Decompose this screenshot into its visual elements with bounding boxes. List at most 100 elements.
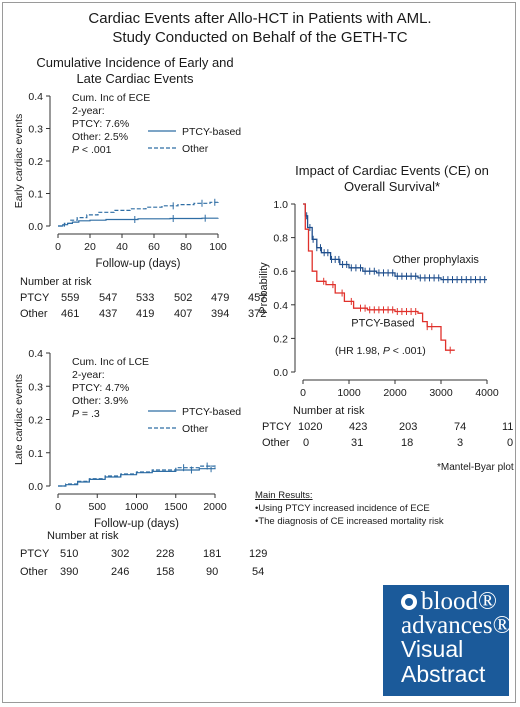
survival-risk-value: 203 — [399, 421, 418, 433]
early-annotation-line: Other: 2.5% — [72, 131, 128, 143]
survival-risk-value: 3 — [457, 437, 464, 449]
survival-series-line — [303, 203, 487, 281]
late-risk-row-ptcy: PTCY 510 302 228 181 129 — [20, 548, 270, 562]
survival-risk-value: 0 — [507, 437, 514, 449]
late-annotation-line: Other: 3.9% — [72, 395, 128, 407]
early-y-axis-label: Early cardiac events — [13, 114, 25, 209]
late-y-axis-label: Late cardiac events — [13, 374, 25, 465]
early-annotation-line: Cum. Inc of ECE — [72, 92, 150, 104]
early-risk-row-ptcy: PTCY 559 547 533 502 479 457 — [20, 292, 270, 306]
early-legend-label: Other — [182, 143, 209, 155]
right-section-title-line2: Overall Survival* — [343, 179, 441, 194]
early-risk-value: 419 — [136, 308, 155, 320]
late-risk-value: 54 — [252, 566, 265, 578]
late-series-line — [58, 465, 216, 487]
late-y-tick-label: 0.1 — [28, 448, 43, 460]
late-risk-header: Number at risk — [47, 530, 119, 542]
survival-x-tick-label: 0 — [300, 387, 306, 399]
early-risk-value: 407 — [174, 308, 193, 320]
late-risk-value: 246 — [111, 566, 130, 578]
survival-series-label: Other prophylaxis — [393, 254, 480, 266]
survival-y-tick-label: 0.0 — [273, 367, 288, 379]
survival-risk-header: Number at risk — [293, 405, 365, 417]
early-risk-value: 533 — [136, 292, 155, 304]
early-annotation-line: PTCY: 7.6% — [72, 118, 129, 130]
late-risk-row-other: Other 390 246 158 90 54 — [20, 566, 270, 580]
late-risk-value: 510 — [60, 548, 79, 560]
early-legend-label: PTCY-based — [182, 126, 241, 138]
logo-line1-text: blood® — [421, 588, 497, 615]
late-y-tick-label: 0.2 — [28, 415, 43, 427]
late-legend-label: Other — [182, 423, 209, 435]
late-risk-value: 90 — [206, 566, 219, 578]
early-x-axis-label: Follow-up (days) — [96, 258, 181, 270]
early-series-line — [58, 201, 219, 227]
logo-line2: advances® — [401, 612, 512, 639]
survival-risk-value: 0 — [303, 437, 310, 449]
early-risk-row-label: Other — [20, 308, 48, 320]
early-risk-value: 437 — [99, 308, 118, 320]
late-y-tick-label: 0.4 — [28, 348, 43, 360]
late-x-tick-label: 2000 — [203, 501, 227, 513]
survival-series-label: PTCY-Based — [351, 318, 414, 330]
early-x-tick-label: 60 — [148, 241, 160, 253]
late-annotation-line: 2-year: — [72, 369, 105, 381]
late-annotation-line: P = .3 — [72, 408, 100, 420]
survival-y-axis-label: Probability — [258, 262, 270, 314]
late-risk-value: 390 — [60, 566, 79, 578]
early-x-tick-label: 40 — [116, 241, 128, 253]
survival-risk-value: 18 — [401, 437, 414, 449]
survival-y-tick-label: 1.0 — [273, 199, 288, 211]
late-legend-label: PTCY-based — [182, 406, 241, 418]
survival-x-tick-label: 2000 — [383, 387, 407, 399]
late-x-tick-label: 0 — [55, 501, 61, 513]
late-x-tick-label: 500 — [88, 501, 106, 513]
early-x-tick-label: 100 — [209, 241, 227, 253]
early-risk-value: 479 — [211, 292, 230, 304]
late-y-tick-label: 0.0 — [28, 481, 43, 493]
survival-y-tick-label: 0.8 — [273, 233, 288, 245]
early-risk-value: 461 — [61, 308, 80, 320]
main-title-line1: Cardiac Events after Allo-HCT in Patient… — [88, 10, 432, 27]
early-risk-value: 547 — [99, 292, 118, 304]
survival-x-tick-label: 3000 — [429, 387, 453, 399]
main-results: Main Results: •Using PTCY increased inci… — [255, 489, 444, 528]
survival-y-tick-label: 0.4 — [273, 300, 288, 312]
late-x-tick-label: 1500 — [164, 501, 188, 513]
early-risk-value: 372 — [248, 308, 267, 320]
left-section-title-line2: Late Cardiac Events — [76, 71, 194, 86]
early-y-tick-label: 0.2 — [28, 156, 43, 168]
late-annotation-line: PTCY: 4.7% — [72, 382, 129, 394]
early-y-tick-label: 0.0 — [28, 221, 43, 233]
survival-risk-row-label: PTCY — [262, 421, 292, 433]
early-risk-header: Number at risk — [20, 276, 92, 288]
survival-risk-value: 423 — [349, 421, 368, 433]
main-results-heading: Main Results: — [255, 490, 313, 501]
survival-x-tick-label: 1000 — [337, 387, 361, 399]
survival-y-tick-label: 0.2 — [273, 333, 288, 345]
late-annotation-line: Cum. Inc of LCE — [72, 356, 149, 368]
early-y-tick-label: 0.3 — [28, 124, 43, 136]
early-risk-value: 559 — [61, 292, 80, 304]
late-risk-value: 158 — [156, 566, 175, 578]
early-series-line — [58, 217, 219, 227]
early-risk-value: 457 — [248, 292, 267, 304]
early-risk-row-other: Other 461 437 419 407 394 372 — [20, 308, 270, 322]
survival-series-line — [303, 203, 455, 351]
logo-line1: blood® — [401, 589, 509, 615]
late-y-tick-label: 0.3 — [28, 381, 43, 393]
late-x-axis-label: Follow-up (days) — [94, 518, 179, 530]
late-x-tick-label: 1000 — [125, 501, 149, 513]
right-section-title-line1: Impact of Cardiac Events (CE) on — [295, 163, 489, 178]
early-x-tick-label: 20 — [84, 241, 96, 253]
early-x-tick-label: 0 — [55, 241, 61, 253]
late-risk-row-label: PTCY — [20, 548, 50, 560]
early-y-tick-label: 0.1 — [28, 189, 43, 201]
survival-x-tick-label: 4000 — [475, 387, 499, 399]
survival-risk-value: 11 — [502, 421, 514, 433]
early-risk-value: 502 — [174, 292, 193, 304]
survival-risk-value: 31 — [351, 437, 364, 449]
early-risk-value: 394 — [211, 308, 230, 320]
late-risk-row-label: Other — [20, 566, 48, 578]
